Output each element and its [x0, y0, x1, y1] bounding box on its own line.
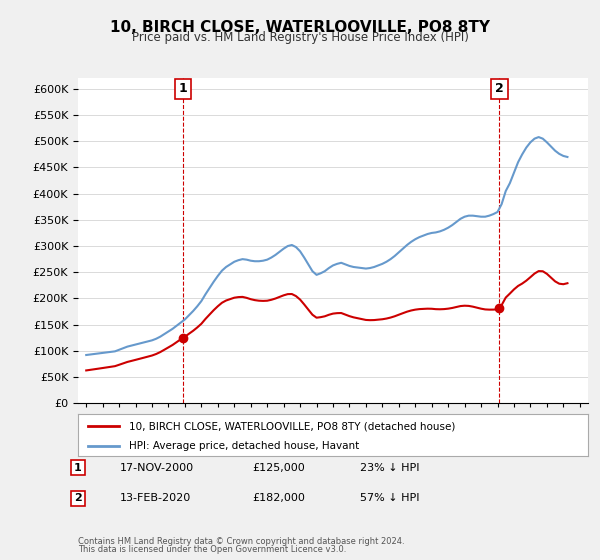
Text: 57% ↓ HPI: 57% ↓ HPI [360, 493, 419, 503]
Text: Contains HM Land Registry data © Crown copyright and database right 2024.: Contains HM Land Registry data © Crown c… [78, 537, 404, 546]
Text: 23% ↓ HPI: 23% ↓ HPI [360, 463, 419, 473]
Text: £125,000: £125,000 [252, 463, 305, 473]
Text: This data is licensed under the Open Government Licence v3.0.: This data is licensed under the Open Gov… [78, 545, 346, 554]
Text: 10, BIRCH CLOSE, WATERLOOVILLE, PO8 8TY: 10, BIRCH CLOSE, WATERLOOVILLE, PO8 8TY [110, 20, 490, 35]
Text: 2: 2 [495, 82, 504, 95]
Text: £182,000: £182,000 [252, 493, 305, 503]
Text: HPI: Average price, detached house, Havant: HPI: Average price, detached house, Hava… [129, 441, 359, 451]
Text: 17-NOV-2000: 17-NOV-2000 [120, 463, 194, 473]
Text: 13-FEB-2020: 13-FEB-2020 [120, 493, 191, 503]
Text: 10, BIRCH CLOSE, WATERLOOVILLE, PO8 8TY (detached house): 10, BIRCH CLOSE, WATERLOOVILLE, PO8 8TY … [129, 421, 455, 431]
Text: 1: 1 [179, 82, 187, 95]
Text: 1: 1 [74, 463, 82, 473]
Text: 2: 2 [74, 493, 82, 503]
Text: Price paid vs. HM Land Registry's House Price Index (HPI): Price paid vs. HM Land Registry's House … [131, 31, 469, 44]
